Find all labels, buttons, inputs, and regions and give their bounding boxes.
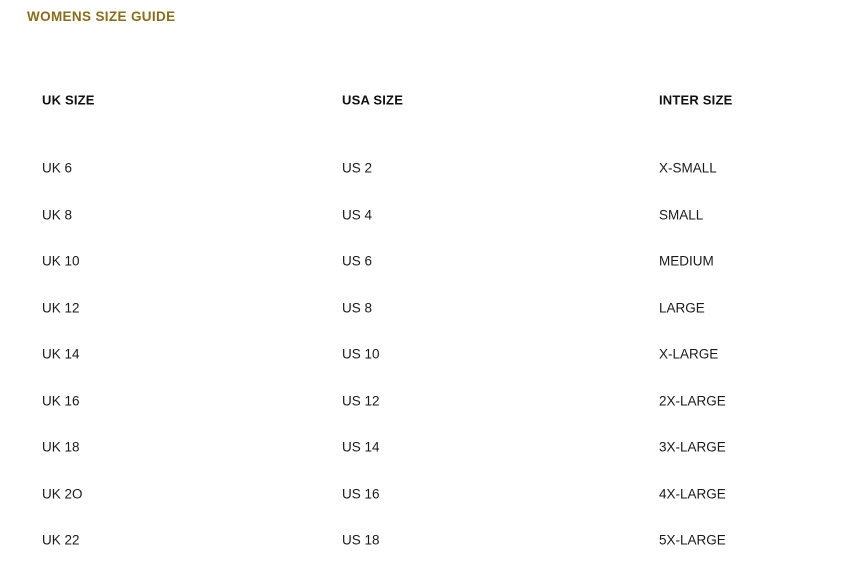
cell-waist: 44" <box>594 517 734 564</box>
table-row: UK 12 US 8 LARGE 38" 31.5" 40.5" <box>0 285 863 332</box>
table-body: UK 6 US 2 X-SMALL 32" 24.5" 36" UK 8 US … <box>0 145 863 564</box>
cell-hips: 53.5" <box>734 517 863 564</box>
cell-uk-size: UK 8 <box>42 207 73 223</box>
cell-waist: 26.5" <box>594 192 734 239</box>
column-header-inter-size: INTER SIZE <box>308 55 732 145</box>
cell-bust: 36" <box>506 238 594 285</box>
cell-uk-size: UK 10 <box>42 253 80 269</box>
cell-usa-size: US 10 <box>342 346 380 362</box>
cell-uk-size: UK 12 <box>42 300 80 316</box>
page-title: WOMENS SIZE GUIDE <box>27 9 176 24</box>
cell-waist: 38" <box>594 424 734 471</box>
cell-inter-size: 5X-LARGE <box>659 532 726 548</box>
cell-bust: 51" <box>506 517 594 564</box>
cell-usa-size: US 6 <box>342 253 373 269</box>
table-row: UK 14 US 10 X-LARGE 40" 33.5" 42.5" <box>0 331 863 378</box>
cell-bust: 32" <box>506 145 594 192</box>
cell-hips: 40.5" <box>734 285 863 332</box>
cell-bust: 40" <box>506 331 594 378</box>
cell-usa-size: US 16 <box>342 486 380 502</box>
table-row: UK 6 US 2 X-SMALL 32" 24.5" 36" <box>0 145 863 192</box>
table-row: UK 10 US 6 MEDIUM 36" 28.5" 39" <box>0 238 863 285</box>
table-row: UK 8 US 4 SMALL 34" 26.5" 37.5" <box>0 192 863 239</box>
cell-bust: 42" <box>506 378 594 425</box>
column-header-label: UK SIZE <box>42 92 95 108</box>
cell-inter-size: 3X-LARGE <box>659 439 726 455</box>
cell-uk-size: UK 2O <box>42 486 83 502</box>
cell-bust: 38" <box>506 285 594 332</box>
cell-inter-size: 4X-LARGE <box>659 486 726 502</box>
cell-usa-size: US 14 <box>342 439 380 455</box>
column-header-label: USA SIZE <box>342 92 404 108</box>
table-row: UK 2O US 16 4X-LARGE 48" 41" 50.5" <box>0 471 863 518</box>
column-header-uk-size: UK SIZE <box>0 55 150 145</box>
cell-bust: 34" <box>506 192 594 239</box>
cell-uk-size: UK 16 <box>42 393 80 409</box>
cell-usa-size: US 18 <box>342 532 380 548</box>
cell-usa-size: US 4 <box>342 207 373 223</box>
cell-inter-size: SMALL <box>659 207 704 223</box>
column-header-waist: WAIST (inches) <box>594 55 734 145</box>
cell-usa-size: US 12 <box>342 393 380 409</box>
cell-waist: 35.5" <box>594 378 734 425</box>
cell-uk-size: UK 6 <box>42 160 73 176</box>
cell-usa-size: US 2 <box>342 160 373 176</box>
cell-bust: 45" <box>506 424 594 471</box>
table-row: UK 18 US 14 3X-LARGE 45" 38" 47.5" <box>0 424 863 471</box>
column-header-label: INTER SIZE <box>659 92 733 108</box>
table-row: UK 16 US 12 2X-LARGE 42" 35.5" 45" <box>0 378 863 425</box>
cell-inter-size: MEDIUM <box>659 253 714 269</box>
cell-hips: 45" <box>734 378 863 425</box>
cell-waist: 33.5" <box>594 331 734 378</box>
cell-waist: 41" <box>594 471 734 518</box>
cell-usa-size: US 8 <box>342 300 373 316</box>
column-header-bust: BUST (inches) <box>506 55 594 145</box>
cell-hips: 37.5" <box>734 192 863 239</box>
cell-uk-size: UK 22 <box>42 532 80 548</box>
cell-hips: 42.5" <box>734 331 863 378</box>
cell-uk-size: UK 18 <box>42 439 80 455</box>
cell-hips: 50.5" <box>734 471 863 518</box>
cell-waist: 31.5" <box>594 285 734 332</box>
cell-inter-size: LARGE <box>659 300 705 316</box>
cell-hips: 47.5" <box>734 424 863 471</box>
cell-waist: 24.5" <box>594 145 734 192</box>
cell-inter-size: 2X-LARGE <box>659 393 726 409</box>
column-header-usa-size: USA SIZE <box>150 55 403 145</box>
cell-bust: 48" <box>506 471 594 518</box>
header-row: UK SIZE USA SIZE INTER SIZE BUST <box>0 55 863 145</box>
cell-hips: 39" <box>734 238 863 285</box>
cell-waist: 28.5" <box>594 238 734 285</box>
cell-uk-size: UK 14 <box>42 346 80 362</box>
cell-inter-size: X-SMALL <box>659 160 717 176</box>
column-header-hips: HIPS (inches) <box>734 55 863 145</box>
table-header: UK SIZE USA SIZE INTER SIZE BUST <box>0 55 863 145</box>
size-guide-table: UK SIZE USA SIZE INTER SIZE BUST <box>0 55 863 564</box>
cell-inter-size: X-LARGE <box>659 346 719 362</box>
table-row: UK 22 US 18 5X-LARGE 51" 44" 53.5" <box>0 517 863 564</box>
cell-hips: 36" <box>734 145 863 192</box>
